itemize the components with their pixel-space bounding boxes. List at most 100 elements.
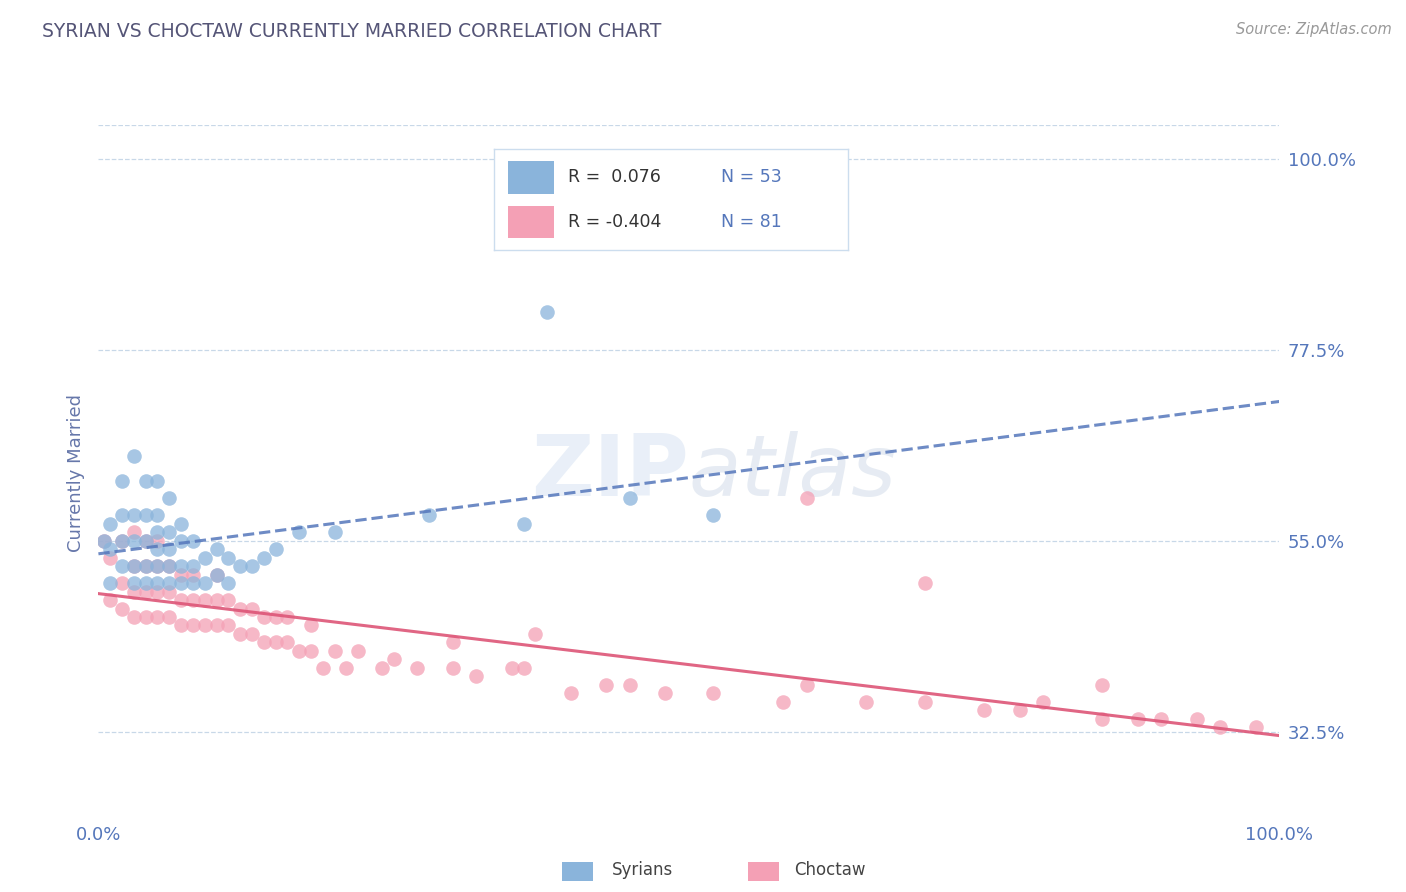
Point — [157, 542, 180, 557]
Point — [323, 525, 346, 540]
Point — [122, 576, 145, 591]
Point — [122, 533, 145, 548]
Point — [135, 610, 157, 624]
Point — [146, 559, 169, 574]
Point — [264, 610, 287, 624]
Point — [135, 559, 157, 574]
Point — [536, 304, 558, 318]
Point — [217, 550, 239, 565]
Point — [288, 525, 311, 540]
Point — [560, 686, 582, 700]
Point — [323, 644, 346, 658]
Point — [240, 559, 263, 574]
Point — [111, 475, 134, 489]
Point — [276, 610, 298, 624]
Point — [111, 601, 134, 615]
Point — [441, 661, 464, 675]
Point — [146, 475, 169, 489]
Point — [524, 627, 547, 641]
Point — [181, 567, 204, 582]
Point — [973, 703, 995, 717]
Point — [146, 525, 169, 540]
Point — [264, 542, 287, 557]
Point — [146, 610, 169, 624]
Point — [122, 584, 145, 599]
Point — [619, 491, 641, 506]
Point — [229, 559, 252, 574]
Point — [98, 576, 121, 591]
Point — [93, 533, 115, 548]
Point — [194, 593, 217, 607]
Point — [170, 567, 193, 582]
Y-axis label: Currently Married: Currently Married — [66, 393, 84, 552]
Point — [194, 576, 217, 591]
Point — [299, 618, 322, 632]
Point — [276, 635, 298, 649]
Point — [205, 542, 228, 557]
Point — [170, 593, 193, 607]
Point — [170, 533, 193, 548]
Point — [796, 491, 818, 506]
Point — [181, 576, 204, 591]
Point — [240, 627, 263, 641]
Point — [111, 508, 134, 523]
Point — [135, 584, 157, 599]
Point — [157, 559, 180, 574]
Point — [93, 533, 115, 548]
Point — [382, 652, 405, 666]
Point — [229, 601, 252, 615]
Point — [170, 576, 193, 591]
Point — [122, 559, 145, 574]
Point — [146, 542, 169, 557]
Text: SYRIAN VS CHOCTAW CURRENTLY MARRIED CORRELATION CHART: SYRIAN VS CHOCTAW CURRENTLY MARRIED CORR… — [42, 22, 662, 41]
Point — [253, 610, 276, 624]
Point — [98, 542, 121, 557]
Point — [512, 516, 534, 531]
Point — [441, 635, 464, 649]
Point — [335, 661, 357, 675]
Point — [181, 533, 204, 548]
Point — [135, 533, 157, 548]
Point — [205, 593, 228, 607]
Point — [157, 584, 180, 599]
Point — [347, 644, 370, 658]
Point — [205, 567, 228, 582]
Point — [205, 567, 228, 582]
Point — [217, 618, 239, 632]
Point — [702, 508, 724, 523]
Point — [135, 508, 157, 523]
Point — [157, 491, 180, 506]
Point — [157, 525, 180, 540]
Point — [1032, 695, 1054, 709]
Point — [595, 678, 617, 692]
Text: Choctaw: Choctaw — [794, 861, 866, 879]
Point — [654, 686, 676, 700]
Point — [181, 593, 204, 607]
Point — [205, 618, 228, 632]
Point — [170, 516, 193, 531]
Point — [1185, 712, 1208, 726]
Text: Syrians: Syrians — [612, 861, 673, 879]
Point — [406, 661, 429, 675]
Point — [146, 576, 169, 591]
Point — [855, 695, 877, 709]
Point — [146, 559, 169, 574]
Point — [157, 576, 180, 591]
Point — [122, 610, 145, 624]
Text: ZIP: ZIP — [531, 431, 689, 515]
Point — [465, 669, 488, 683]
Point — [512, 661, 534, 675]
Point — [111, 576, 134, 591]
Point — [418, 508, 440, 523]
Point — [702, 686, 724, 700]
Point — [135, 475, 157, 489]
Point — [122, 525, 145, 540]
Point — [796, 678, 818, 692]
Point — [1244, 720, 1267, 734]
Point — [264, 635, 287, 649]
Point — [122, 559, 145, 574]
Point — [299, 644, 322, 658]
Point — [1126, 712, 1149, 726]
Point — [135, 576, 157, 591]
Point — [98, 550, 121, 565]
